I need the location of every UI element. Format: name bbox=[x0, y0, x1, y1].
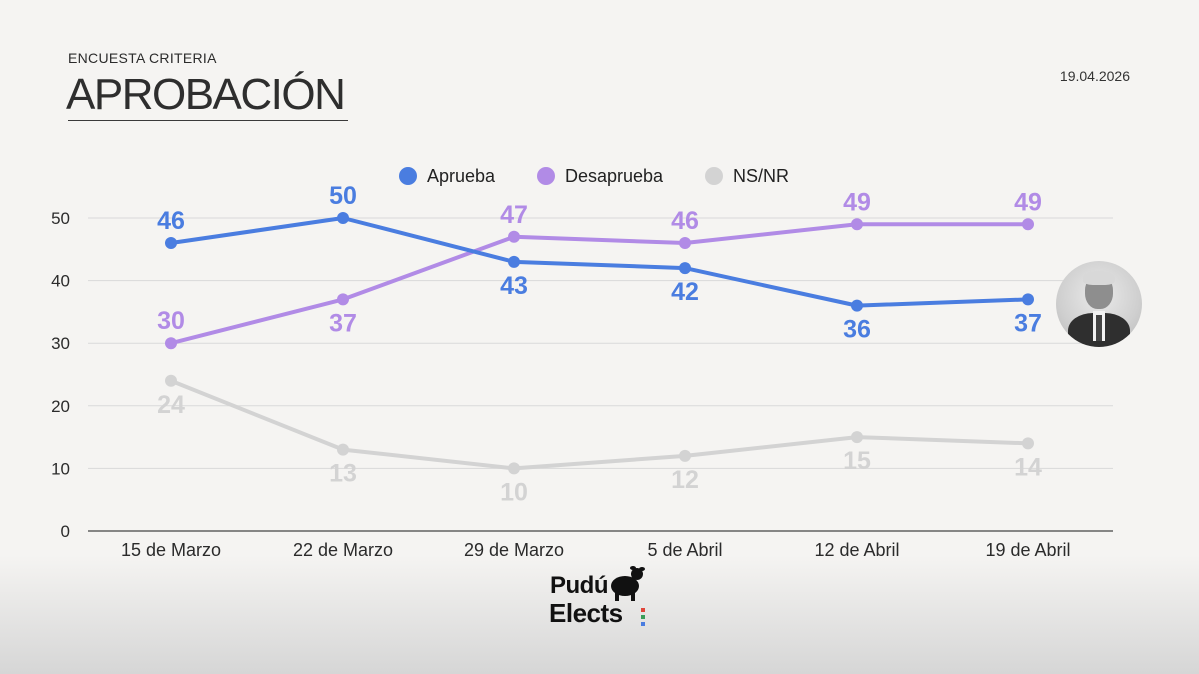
legend-marker bbox=[537, 167, 555, 185]
data-label: 46 bbox=[671, 207, 699, 235]
data-label: 12 bbox=[671, 466, 699, 494]
data-point bbox=[508, 255, 520, 268]
y-tick-label: 10 bbox=[51, 459, 70, 478]
y-tick-label: 30 bbox=[51, 334, 70, 353]
data-point bbox=[337, 443, 349, 456]
page-title: APROBACIÓN bbox=[66, 70, 346, 119]
series-line bbox=[169, 222, 1030, 346]
logo-text-line1: Pudú bbox=[550, 572, 609, 599]
data-point bbox=[679, 262, 691, 275]
y-tick-label: 20 bbox=[51, 397, 70, 416]
data-label: 46 bbox=[157, 207, 185, 235]
candidate-photo bbox=[1056, 261, 1142, 347]
data-label: 30 bbox=[157, 307, 185, 335]
data-point bbox=[851, 218, 863, 231]
x-tick-label: 5 de Abril bbox=[647, 540, 722, 560]
y-tick-label: 0 bbox=[61, 522, 70, 541]
legend-label: Aprueba bbox=[427, 166, 496, 186]
chart-legend: Aprueba Desaprueba NS/NR bbox=[399, 166, 789, 186]
legend-label: Desaprueba bbox=[565, 166, 664, 186]
data-point bbox=[165, 374, 177, 387]
legend-label: NS/NR bbox=[733, 166, 789, 186]
y-tick-label: 40 bbox=[51, 272, 70, 291]
data-label: 37 bbox=[329, 309, 357, 337]
logo-text-line2: Elects bbox=[549, 598, 623, 628]
data-point bbox=[851, 299, 863, 312]
x-tick-label: 29 de Marzo bbox=[464, 540, 564, 560]
data-label: 42 bbox=[671, 278, 699, 306]
data-point bbox=[851, 431, 863, 444]
legend-marker bbox=[705, 167, 723, 185]
chart-grid bbox=[88, 217, 1113, 532]
x-tick-label: 12 de Abril bbox=[814, 540, 899, 560]
data-label: 24 bbox=[157, 391, 185, 419]
data-point bbox=[508, 462, 520, 475]
bottom-gradient bbox=[0, 555, 1199, 674]
data-point bbox=[337, 212, 349, 224]
data-label: 50 bbox=[329, 182, 357, 210]
data-point bbox=[508, 230, 520, 243]
x-tick-label: 19 de Abril bbox=[985, 540, 1070, 560]
data-point bbox=[165, 237, 177, 250]
data-point bbox=[679, 449, 691, 462]
data-point bbox=[165, 337, 177, 350]
y-tick-label: 50 bbox=[51, 209, 70, 228]
x-tick-label: 22 de Marzo bbox=[293, 540, 393, 560]
series-0: 46 50 43 42 36 37 bbox=[157, 182, 1042, 344]
survey-subtitle: ENCUESTA CRITERIA bbox=[68, 50, 217, 66]
chart-series: 24 13 10 12 15 14 30 37 47 46 49 49 46 50 43 42 36 37 bbox=[157, 182, 1042, 506]
series-line bbox=[169, 378, 1030, 471]
sheep-icon bbox=[611, 566, 645, 601]
data-label: 47 bbox=[500, 201, 528, 229]
series-1: 30 37 47 46 49 49 bbox=[157, 188, 1042, 350]
series-2: 24 13 10 12 15 14 bbox=[157, 374, 1042, 506]
data-point bbox=[1022, 437, 1034, 450]
y-axis-ticks: 0 10 20 30 40 50 bbox=[51, 209, 70, 541]
publication-date: 19.04.2026 bbox=[1059, 68, 1130, 84]
data-label: 49 bbox=[1014, 188, 1042, 216]
data-label: 43 bbox=[500, 272, 528, 300]
data-point bbox=[1022, 218, 1034, 231]
brand-logo: Pudú Elects bbox=[549, 562, 659, 632]
data-point bbox=[1022, 293, 1034, 306]
data-point bbox=[679, 237, 691, 250]
data-label: 36 bbox=[843, 316, 871, 344]
logo-dots bbox=[641, 608, 645, 629]
x-axis-ticks: 15 de Marzo 22 de Marzo 29 de Marzo 5 de Ab… bbox=[121, 540, 1071, 560]
series-line bbox=[169, 216, 1030, 308]
data-label: 14 bbox=[1014, 453, 1042, 481]
data-label: 15 bbox=[843, 447, 871, 475]
x-tick-label: 15 de Marzo bbox=[121, 540, 221, 560]
legend-marker bbox=[399, 167, 417, 185]
data-point bbox=[337, 293, 349, 306]
data-label: 13 bbox=[329, 460, 357, 488]
data-label: 37 bbox=[1014, 309, 1042, 337]
title-underline bbox=[68, 120, 348, 121]
data-label: 49 bbox=[843, 188, 871, 216]
data-label: 10 bbox=[500, 478, 528, 506]
